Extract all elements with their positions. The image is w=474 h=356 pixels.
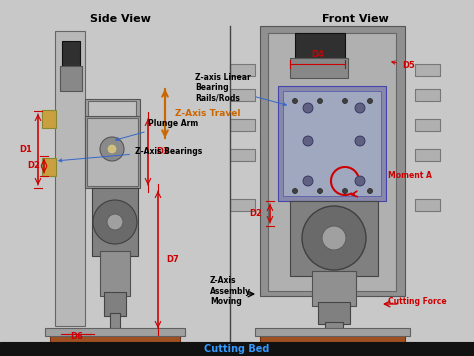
Bar	[318, 302, 350, 324]
Bar	[50, 330, 180, 344]
Circle shape	[343, 99, 347, 104]
Text: Side View: Side View	[90, 14, 150, 24]
Text: Z-Axis Bearings: Z-Axis Bearings	[59, 147, 202, 162]
Bar	[92, 188, 138, 256]
Bar	[45, 328, 185, 336]
Bar	[42, 158, 56, 176]
Bar	[415, 119, 440, 131]
Bar	[260, 330, 405, 344]
Circle shape	[303, 103, 313, 113]
Bar	[110, 313, 120, 331]
Text: Z-Axis
Assembly
Moving: Z-Axis Assembly Moving	[210, 276, 251, 306]
Circle shape	[107, 214, 123, 230]
Bar	[230, 119, 255, 131]
Circle shape	[367, 188, 373, 194]
Bar	[290, 58, 348, 78]
Circle shape	[303, 176, 313, 186]
Bar	[230, 64, 255, 76]
Text: D2: D2	[27, 162, 40, 171]
Bar	[87, 118, 138, 186]
Bar	[230, 149, 255, 161]
Circle shape	[355, 176, 365, 186]
Bar	[255, 328, 410, 336]
Circle shape	[292, 188, 298, 194]
Bar	[104, 292, 126, 316]
Circle shape	[343, 188, 347, 194]
Bar	[283, 91, 381, 196]
Text: Front View: Front View	[322, 14, 388, 24]
Bar	[100, 251, 130, 296]
Circle shape	[107, 144, 117, 154]
Bar	[295, 33, 345, 61]
Circle shape	[318, 99, 322, 104]
Bar	[62, 41, 80, 71]
Circle shape	[292, 99, 298, 104]
Text: Cutting Force: Cutting Force	[388, 297, 447, 305]
Circle shape	[100, 137, 124, 161]
Bar	[415, 64, 440, 76]
Bar	[278, 86, 386, 201]
Bar	[85, 99, 140, 121]
Text: Z-Axis Travel: Z-Axis Travel	[175, 109, 240, 117]
Text: Plunge Arm: Plunge Arm	[116, 120, 198, 141]
Bar	[312, 271, 356, 306]
Bar	[42, 110, 56, 128]
Bar	[88, 101, 136, 119]
Text: Z-axis Linear
Bearing
Rails/Rods: Z-axis Linear Bearing Rails/Rods	[195, 73, 286, 106]
Circle shape	[318, 188, 322, 194]
Text: D2: D2	[250, 209, 263, 218]
Bar	[415, 149, 440, 161]
Text: D5: D5	[392, 61, 415, 70]
Circle shape	[355, 103, 365, 113]
Circle shape	[367, 99, 373, 104]
Text: D4: D4	[311, 50, 324, 59]
Bar	[230, 199, 255, 211]
Text: D3: D3	[156, 147, 169, 157]
Bar	[415, 89, 440, 101]
Bar	[230, 89, 255, 101]
Circle shape	[93, 200, 137, 244]
Circle shape	[302, 206, 366, 270]
Bar	[85, 116, 140, 188]
Circle shape	[303, 136, 313, 146]
Text: Moment A: Moment A	[388, 172, 432, 180]
Text: D1: D1	[19, 146, 32, 155]
Bar	[60, 66, 82, 91]
Circle shape	[355, 136, 365, 146]
Bar	[325, 322, 343, 338]
Text: D7: D7	[166, 255, 179, 264]
Bar	[268, 33, 396, 291]
Bar	[415, 199, 440, 211]
Bar	[290, 201, 378, 276]
Circle shape	[322, 226, 346, 250]
Bar	[260, 26, 405, 296]
Bar	[0, 342, 474, 356]
Text: Cutting Bed: Cutting Bed	[204, 344, 270, 354]
Bar	[55, 31, 85, 326]
Text: D6: D6	[71, 332, 83, 341]
